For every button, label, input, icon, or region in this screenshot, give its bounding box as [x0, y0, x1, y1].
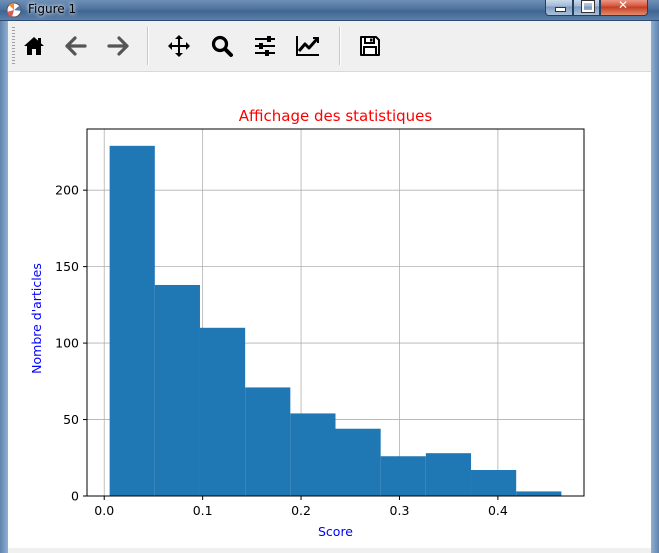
toolbar-separator	[339, 27, 341, 65]
back-arrow-icon	[65, 36, 87, 56]
x-tick-label: 0.3	[390, 503, 410, 518]
toolbar-grip[interactable]	[12, 27, 15, 65]
minimize-button[interactable]	[545, 0, 573, 16]
save-floppy-icon	[360, 36, 380, 56]
pan-move-icon	[168, 35, 190, 57]
x-tick-label: 0.2	[291, 503, 311, 518]
histogram-bar	[516, 491, 562, 496]
back-button[interactable]	[58, 27, 94, 65]
histogram-bar	[425, 453, 472, 496]
x-tick-label: 0.4	[488, 503, 508, 518]
histogram-chart: 0.0 0.1 0.2 0.3 0.4 0 50 100 150 200 Affichage de…	[29, 107, 585, 539]
histogram-bar	[335, 428, 381, 496]
histogram-bar	[380, 456, 426, 496]
close-button[interactable]	[600, 0, 648, 16]
y-tick-label: 0	[71, 489, 79, 504]
customize-button[interactable]	[290, 27, 326, 65]
forward-button[interactable]	[100, 27, 136, 65]
subplots-button[interactable]	[247, 27, 283, 65]
forward-arrow-icon	[107, 36, 129, 56]
axes-frame	[86, 128, 585, 497]
window-frame-right	[651, 21, 659, 553]
window-title: Figure 1	[28, 2, 77, 16]
matplotlib-app-icon	[6, 2, 22, 18]
y-tick-label: 200	[55, 183, 79, 198]
maximize-button[interactable]	[573, 0, 600, 16]
edit-axis-curve-icon	[296, 36, 319, 56]
y-tick-label: 150	[55, 259, 79, 274]
zoom-magnifier-icon	[211, 35, 233, 57]
save-button[interactable]	[352, 27, 388, 65]
x-tick-label: 0.1	[193, 503, 213, 518]
x-tick-label: 0.0	[94, 503, 114, 518]
zoom-button[interactable]	[204, 27, 240, 65]
histogram-bar	[290, 413, 336, 496]
toolbar-separator	[147, 27, 149, 65]
window-frame-left	[0, 21, 8, 553]
window-title-bar[interactable]: Figure 1	[0, 0, 659, 21]
histogram-bar	[471, 470, 517, 496]
histogram-bar	[109, 145, 155, 496]
home-icon	[24, 37, 44, 55]
histogram-bar	[245, 387, 291, 496]
status-strip	[8, 548, 651, 553]
navigation-toolbar	[8, 21, 651, 72]
histogram-bar	[154, 284, 200, 496]
y-axis-label: Nombre d'articles	[29, 263, 44, 374]
home-button[interactable]	[16, 27, 52, 65]
pan-button[interactable]	[161, 27, 197, 65]
subplots-sliders-icon	[255, 36, 275, 56]
histogram-bar	[199, 327, 246, 496]
y-tick-label: 50	[63, 412, 79, 427]
figure-canvas[interactable]: 0.0 0.1 0.2 0.3 0.4 0 50 100 150 200 Affichage de…	[8, 72, 651, 548]
x-axis-label: Score	[318, 524, 353, 539]
y-tick-label: 100	[55, 336, 79, 351]
chart-title: Affichage des statistiques	[239, 107, 433, 125]
